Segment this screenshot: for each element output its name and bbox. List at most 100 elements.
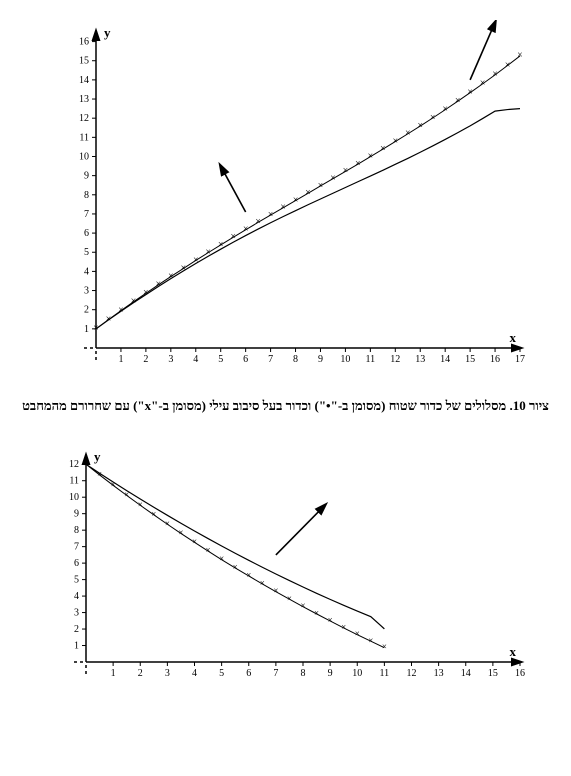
svg-text:8: 8 [84,190,89,201]
svg-text:15: 15 [465,354,475,365]
svg-text:16: 16 [490,354,500,365]
svg-text:5: 5 [74,575,79,586]
svg-text:×: × [327,615,332,625]
svg-text:×: × [368,635,373,645]
svg-text:×: × [341,622,346,632]
svg-text:7: 7 [74,542,79,553]
svg-text:11: 11 [365,354,375,365]
svg-text:12: 12 [406,668,416,679]
svg-text:2: 2 [143,354,148,365]
svg-text:×: × [380,144,386,155]
svg-text:×: × [118,305,124,316]
svg-text:×: × [259,578,264,588]
svg-text:×: × [305,188,311,199]
svg-text:×: × [273,586,278,596]
svg-text:10: 10 [352,668,362,679]
figure-caption: ציור 10. מסלולים של כדור שטוח (מסומן ב-"… [20,398,551,414]
svg-text:1: 1 [74,641,79,652]
svg-text:×: × [105,314,111,325]
svg-text:×: × [110,479,115,489]
svg-text:×: × [429,112,435,123]
svg-text:6: 6 [246,668,251,679]
svg-text:10: 10 [79,151,89,162]
svg-text:16: 16 [79,37,89,48]
svg-text:×: × [255,217,261,228]
svg-text:5: 5 [84,247,89,258]
svg-text:×: × [168,271,174,282]
svg-text:×: × [292,195,298,206]
svg-text:y: y [104,25,111,40]
svg-text:1: 1 [110,668,115,679]
svg-text:×: × [205,545,210,555]
svg-text:×: × [219,554,224,564]
svg-text:×: × [280,202,286,213]
svg-text:15: 15 [487,668,497,679]
svg-text:×: × [330,173,336,184]
svg-text:×: × [442,104,448,115]
svg-text:×: × [192,255,198,266]
svg-text:12: 12 [69,459,79,470]
svg-text:×: × [151,509,156,519]
svg-text:×: × [317,180,323,191]
svg-text:5: 5 [219,668,224,679]
svg-text:×: × [191,536,196,546]
svg-text:14: 14 [460,668,470,679]
svg-text:4: 4 [192,668,197,679]
svg-text:×: × [314,608,319,618]
svg-text:×: × [178,528,183,538]
svg-text:×: × [155,279,161,290]
svg-text:×: × [267,209,273,220]
svg-text:×: × [164,518,169,528]
svg-text:11: 11 [69,476,79,487]
svg-text:×: × [230,232,236,243]
svg-text:×: × [404,128,410,139]
svg-text:×: × [392,136,398,147]
svg-text:16: 16 [515,668,525,679]
svg-text:8: 8 [300,668,305,679]
svg-text:8: 8 [293,354,298,365]
svg-text:2: 2 [137,668,142,679]
svg-text:4: 4 [74,591,79,602]
svg-text:3: 3 [84,286,89,297]
chart-1: 1234567891011121314151617123456789101112… [20,20,551,380]
svg-text:×: × [217,239,223,250]
svg-text:13: 13 [433,668,443,679]
svg-text:9: 9 [74,509,79,520]
svg-text:10: 10 [340,354,350,365]
svg-text:×: × [93,323,99,334]
svg-text:13: 13 [415,354,425,365]
svg-text:12: 12 [390,354,400,365]
svg-text:×: × [97,469,102,479]
svg-text:×: × [342,166,348,177]
svg-text:2: 2 [84,305,89,316]
svg-text:17: 17 [515,354,525,365]
svg-text:×: × [381,642,386,652]
svg-text:×: × [417,120,423,131]
svg-text:3: 3 [168,354,173,365]
svg-text:×: × [354,629,359,639]
chart-1-svg: 1234567891011121314151617123456789101112… [36,20,536,380]
svg-text:×: × [232,562,237,572]
svg-text:6: 6 [243,354,248,365]
svg-text:9: 9 [84,171,89,182]
svg-text:5: 5 [218,354,223,365]
svg-text:×: × [286,593,291,603]
svg-text:9: 9 [317,354,322,365]
svg-text:×: × [130,296,136,307]
chart-2-svg: 12345678910111213141516123456789101112xy… [36,444,536,694]
svg-text:2: 2 [74,624,79,635]
svg-text:×: × [246,570,251,580]
svg-text:7: 7 [268,354,273,365]
svg-text:9: 9 [327,668,332,679]
svg-text:11: 11 [379,668,389,679]
svg-text:3: 3 [164,668,169,679]
svg-text:4: 4 [193,354,198,365]
svg-text:14: 14 [79,75,89,86]
svg-text:13: 13 [79,94,89,105]
svg-text:×: × [242,224,248,235]
svg-text:×: × [180,263,186,274]
svg-text:8: 8 [74,525,79,536]
svg-text:14: 14 [440,354,450,365]
svg-text:×: × [137,499,142,509]
svg-text:×: × [124,489,129,499]
